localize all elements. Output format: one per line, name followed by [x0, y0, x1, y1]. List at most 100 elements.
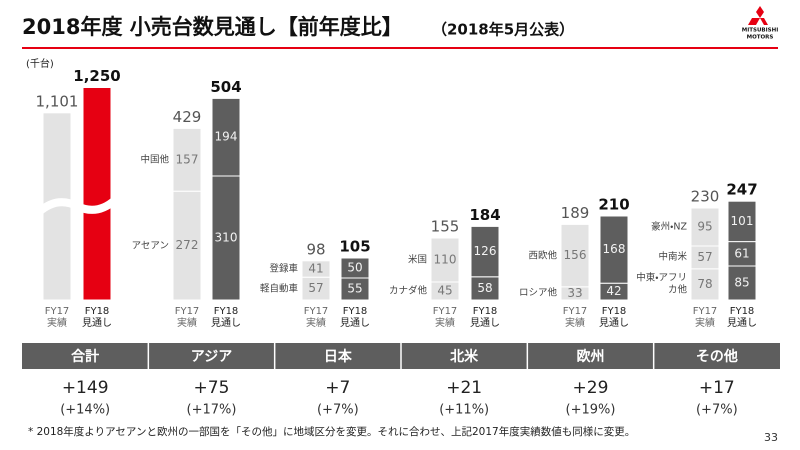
- total-label: 504: [210, 78, 241, 96]
- series-name: 西欧他: [528, 249, 557, 261]
- segment-label: 58: [477, 281, 492, 295]
- bar-segment: [470, 225, 500, 278]
- segment-label: 194: [215, 130, 238, 144]
- segment-label: 33: [567, 286, 582, 300]
- series-name: カナダ他: [388, 285, 427, 297]
- total-label: 155: [431, 218, 460, 236]
- segment-label: 61: [734, 246, 749, 260]
- bar-segment: [211, 175, 241, 301]
- table-cell: (+11%): [439, 403, 489, 418]
- table-cell: +29: [573, 378, 609, 398]
- segment-label: 157: [176, 152, 199, 166]
- series-name: 豪州・NZ: [651, 221, 687, 233]
- segment-label: 101: [731, 214, 754, 228]
- logo-text: MOTORS: [747, 35, 774, 41]
- bar-segment: [690, 207, 720, 247]
- series-name: 中東・アフリカ他: [636, 273, 687, 296]
- bar-segment: [727, 200, 757, 243]
- total-label: 1,250: [73, 67, 120, 85]
- table-cell: +17: [699, 378, 735, 398]
- bar-segment: [301, 260, 331, 278]
- category-label: 実績: [47, 316, 67, 329]
- total-label: 247: [726, 181, 757, 199]
- category-label: FY17: [563, 306, 588, 317]
- footnote: * 2018年度よりアセアンと欧州の一部国を「その他」に地域区分を変更。それに合…: [28, 425, 635, 438]
- category-label: FY18: [730, 306, 755, 317]
- series-name: 米国: [407, 254, 427, 266]
- category-label: 実績: [306, 316, 326, 329]
- table-cell: (+19%): [566, 403, 616, 418]
- bar-segment: [340, 257, 370, 279]
- table-cell: +75: [194, 378, 230, 398]
- table-header: 合計: [71, 348, 99, 365]
- segment-label: 272: [176, 238, 199, 252]
- category-label: FY18: [473, 306, 498, 317]
- series-name: 登録車: [269, 263, 298, 275]
- total-label: 189: [561, 204, 590, 222]
- series-name: 軽自動車: [259, 282, 298, 294]
- category-label: FY18: [602, 306, 627, 317]
- series-name: ロシア他: [518, 287, 557, 299]
- total-label: 184: [469, 206, 500, 224]
- table-cell: +21: [446, 378, 482, 398]
- segment-label: 50: [347, 261, 362, 275]
- table-header: 日本: [324, 348, 353, 365]
- category-label: FY18: [214, 306, 239, 317]
- table-header: アジア: [191, 349, 232, 365]
- total-label: 210: [598, 196, 629, 214]
- category-label: FY17: [175, 306, 200, 317]
- table-cell: (+14%): [60, 403, 110, 418]
- category-label: 見通し: [82, 317, 112, 329]
- bar-segment: [599, 215, 629, 284]
- category-label: 実績: [695, 316, 715, 329]
- unit: (千台): [26, 57, 54, 70]
- series-name: 中南米: [658, 251, 687, 263]
- series-name: 中国他: [140, 154, 169, 166]
- category-label: FY18: [85, 306, 110, 317]
- category-label: 見通し: [340, 317, 370, 329]
- segment-label: 126: [474, 244, 497, 258]
- category-label: 実績: [565, 316, 585, 329]
- segment-label: 57: [697, 250, 712, 264]
- table-cell: (+17%): [187, 403, 237, 418]
- title: 2018年度 小売台数見通し【前年度比】: [22, 15, 403, 39]
- segment-label: 156: [564, 248, 587, 262]
- category-label: FY18: [343, 306, 368, 317]
- bar-segment: [727, 265, 757, 301]
- table-header: 北米: [450, 348, 479, 365]
- segment-label: 310: [215, 231, 238, 245]
- bar-segment: [560, 223, 590, 288]
- category-label: 実績: [177, 316, 197, 329]
- total-label: 230: [691, 188, 720, 206]
- category-label: 見通し: [599, 317, 629, 329]
- logo-mark: [748, 6, 772, 25]
- bar-segment: [82, 87, 112, 301]
- bar-segment: [727, 241, 757, 267]
- segment-label: 110: [434, 253, 457, 267]
- page-number: 33: [764, 431, 778, 444]
- category-label: 見通し: [470, 317, 500, 329]
- segment-label: 57: [308, 281, 323, 295]
- table-header: 欧州: [577, 348, 605, 365]
- segment-label: 85: [734, 276, 749, 290]
- logo-text: MITSUBISHI: [742, 28, 779, 34]
- category-label: FY17: [45, 306, 70, 317]
- total-label: 105: [339, 238, 370, 256]
- table-cell: (+7%): [696, 403, 738, 418]
- category-label: 見通し: [211, 317, 241, 329]
- table-cell: (+7%): [317, 403, 359, 418]
- segment-label: 45: [437, 284, 452, 298]
- category-label: 見通し: [727, 317, 757, 329]
- category-label: FY17: [433, 306, 458, 317]
- table-cell: +149: [62, 378, 109, 398]
- bar-segment: [172, 190, 202, 301]
- segment-label: 95: [697, 220, 712, 234]
- total-label: 98: [306, 240, 325, 258]
- category-label: FY17: [693, 306, 718, 317]
- bar-segment: [430, 237, 460, 283]
- table-header: その他: [696, 348, 738, 365]
- bar-segment: [690, 268, 720, 301]
- table-cell: +7: [325, 378, 350, 398]
- subtitle: （2018年5月公表）: [432, 21, 574, 39]
